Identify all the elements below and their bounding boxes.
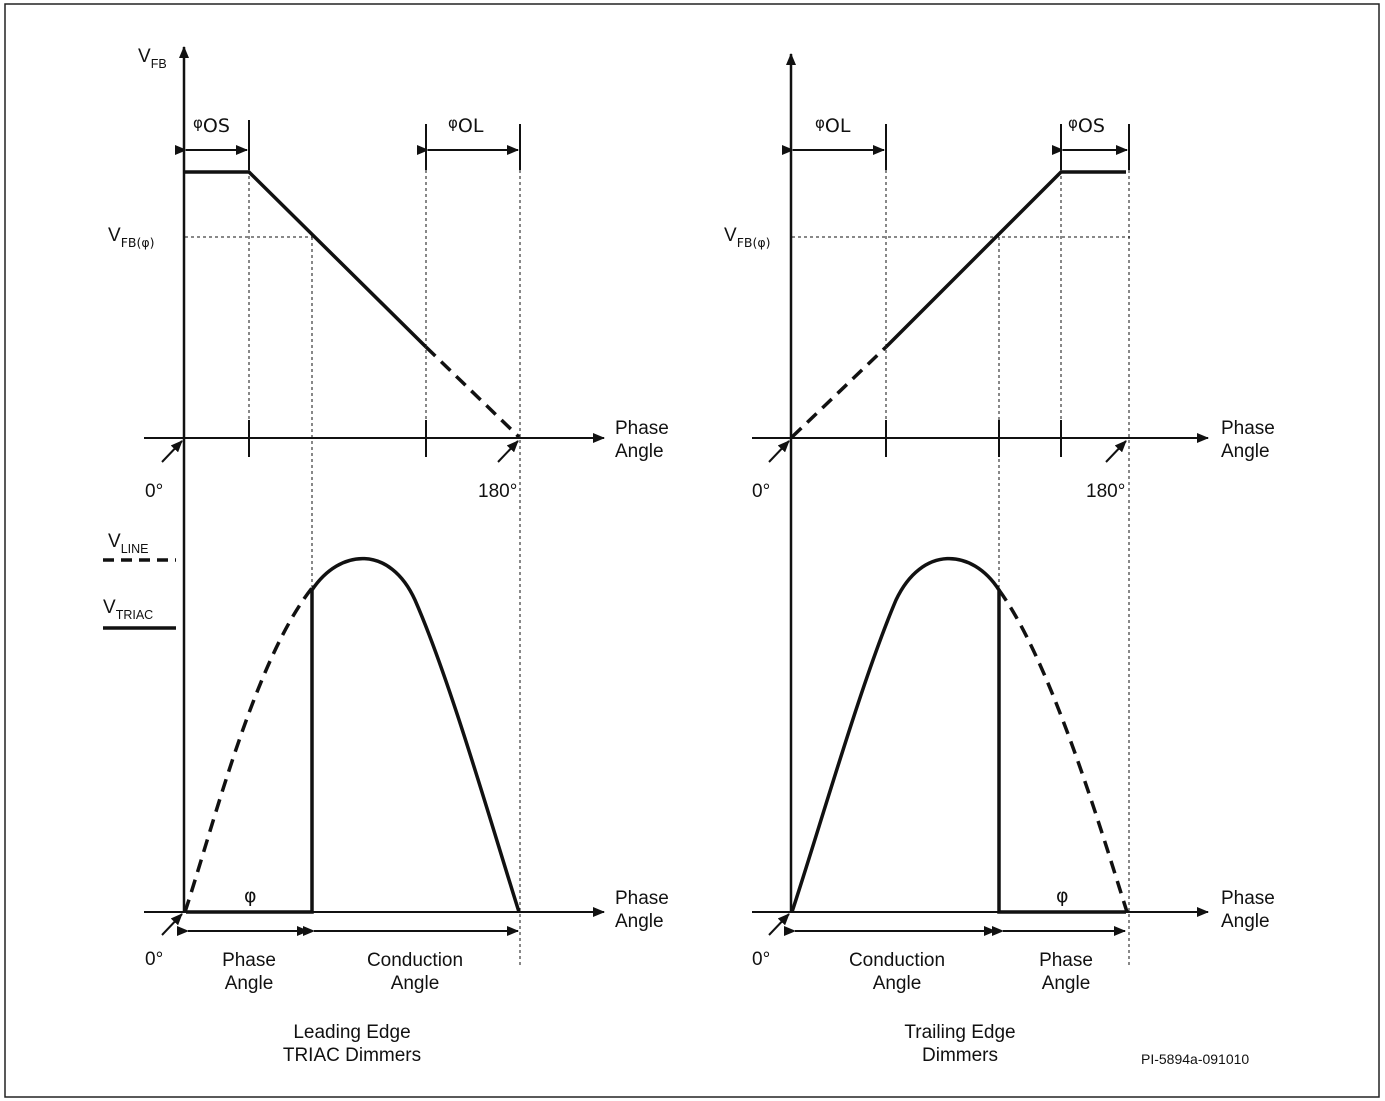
right-phase-angle-label-2: Angle xyxy=(1042,973,1091,994)
left-180-label: 180° xyxy=(478,481,517,502)
right-180-pointer xyxy=(1105,440,1127,463)
right-vfb-curve xyxy=(884,170,1126,349)
right-zero-pointer-bottom xyxy=(768,913,790,936)
figure-border xyxy=(4,3,1380,1098)
right-zero-pointer-top xyxy=(768,440,790,463)
right-phi-os-label: φOS xyxy=(1068,114,1105,137)
left-zero-label-bottom: 0° xyxy=(145,949,163,970)
left-bottom-x-label-2: Angle xyxy=(615,911,664,932)
left-phi-ol-label: φOL xyxy=(448,114,484,137)
right-zero-label-bottom: 0° xyxy=(752,949,770,970)
left-180-pointer xyxy=(497,440,519,463)
right-phi-ol-label: φOL xyxy=(815,114,851,137)
figure-id: PI-5894a-091010 xyxy=(1141,1051,1249,1067)
vline-legend-label: VLINE xyxy=(108,531,148,556)
left-zero-pointer-top xyxy=(161,440,183,463)
right-phase-angle-label-1: Phase xyxy=(1039,950,1093,971)
vtriac-legend-label: VTRIAC xyxy=(103,597,153,622)
left-vfb-curve-dashed xyxy=(424,345,521,439)
right-vfb-phi-label: VFB(φ) xyxy=(724,225,770,250)
left-zero-label-top: 0° xyxy=(145,481,163,502)
left-phase-angle-label-1: Phase xyxy=(222,950,276,971)
left-phi-label: φ xyxy=(244,885,257,907)
right-top-x-label-1: Phase xyxy=(1221,418,1275,439)
right-zero-label-top: 0° xyxy=(752,481,770,502)
right-bottom-x-label-2: Angle xyxy=(1221,911,1270,932)
left-conduction-angle-label-2: Angle xyxy=(391,973,440,994)
right-vtriac-curve xyxy=(790,556,1126,914)
right-conduction-angle-label-2: Angle xyxy=(873,973,922,994)
left-vfb-curve xyxy=(184,170,428,349)
left-conduction-angle-label-1: Conduction xyxy=(367,950,463,971)
left-phi-os-label: φOS xyxy=(193,114,230,137)
right-conduction-angle-label-1: Conduction xyxy=(849,950,945,971)
left-top-x-label-1: Phase xyxy=(615,418,669,439)
left-zero-pointer-bottom xyxy=(161,913,183,936)
right-phi-label: φ xyxy=(1056,885,1069,907)
left-phase-angle-label-2: Angle xyxy=(225,973,274,994)
right-panel xyxy=(752,53,1209,965)
right-180-label: 180° xyxy=(1086,481,1125,502)
left-bottom-x-label-1: Phase xyxy=(615,888,669,909)
left-caption-1: Leading Edge xyxy=(293,1022,410,1043)
right-caption-2: Dimmers xyxy=(922,1045,998,1066)
right-top-x-label-2: Angle xyxy=(1221,441,1270,462)
left-caption-2: TRIAC Dimmers xyxy=(283,1045,421,1066)
left-panel xyxy=(103,46,605,965)
left-vtriac-curve xyxy=(186,556,521,914)
right-bottom-x-label-1: Phase xyxy=(1221,888,1275,909)
left-vfb-phi-label: VFB(φ) xyxy=(108,225,154,250)
right-caption-1: Trailing Edge xyxy=(904,1022,1015,1043)
right-vline-dashed xyxy=(997,588,1129,913)
left-vfb-axis-label: VFB xyxy=(138,46,167,71)
left-top-x-label-2: Angle xyxy=(615,441,664,462)
left-vline-dashed xyxy=(183,586,314,913)
right-vfb-curve-dashed xyxy=(790,345,888,439)
